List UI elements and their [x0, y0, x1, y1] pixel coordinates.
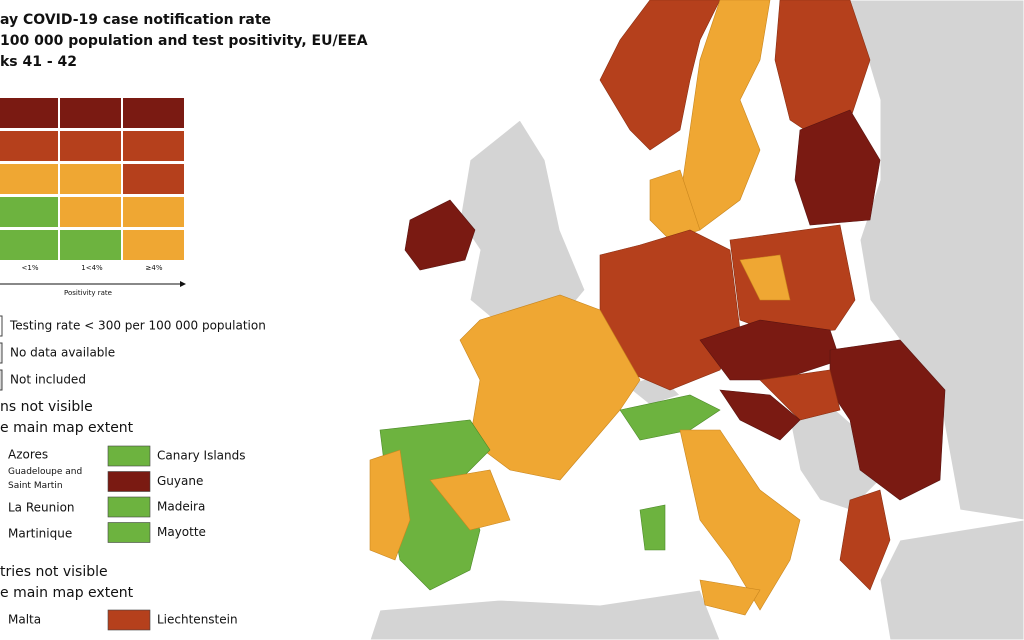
legend-axis-label: Positivity rate — [64, 289, 112, 297]
great-britain — [459, 119, 586, 326]
region-label: Madeira — [157, 500, 205, 514]
title-line: 100 000 population and test positivity, … — [0, 33, 368, 49]
map-regions — [369, 0, 946, 616]
title-line: ay COVID-19 case notification rate — [0, 12, 271, 28]
legend-cell — [0, 96, 60, 130]
portugal — [369, 449, 411, 561]
croatia-slovenia — [719, 389, 801, 441]
spain-orange — [429, 469, 511, 531]
legend-swatch — [107, 522, 151, 543]
africa — [369, 589, 721, 640]
region-label: Guadeloupe and Saint Martin — [8, 467, 82, 491]
legend-cell — [58, 228, 123, 262]
region-label: Liechtenstein — [157, 613, 238, 627]
ireland — [404, 199, 476, 271]
sicily — [699, 579, 761, 616]
legend-item: Testing rate < 300 per 100 000 populatio… — [9, 319, 266, 333]
legend-swatch — [107, 496, 151, 518]
region-list: Canary Islands Guyane Madeira Mayotte — [107, 445, 246, 543]
legend-arrow — [180, 281, 186, 287]
sardinia — [639, 504, 666, 551]
legend-swatch — [107, 445, 151, 467]
region-label: Martinique — [8, 527, 72, 541]
legend-cell — [0, 129, 60, 163]
baltics — [794, 109, 881, 226]
legend-item: Not included — [10, 373, 86, 387]
italy-south — [679, 429, 801, 611]
sweden — [679, 0, 771, 231]
italy-north — [619, 394, 721, 441]
legend-cell — [121, 162, 186, 196]
legend-cell — [0, 228, 60, 262]
legend-swatch — [0, 369, 3, 391]
section-heading: e main map extent — [0, 420, 134, 436]
legend-cell — [58, 96, 123, 130]
norway — [599, 0, 721, 151]
legend-column-label: <1% — [22, 264, 39, 272]
turkey — [879, 519, 1024, 640]
legend-cell — [121, 129, 186, 163]
title-line: ks 41 - 42 — [0, 54, 77, 70]
legend-cell — [58, 129, 123, 163]
poland — [729, 224, 856, 336]
legend-column-label: ≥4% — [146, 264, 163, 272]
legend-cell — [121, 195, 186, 229]
france — [459, 294, 641, 481]
legend-item: No data available — [10, 346, 115, 360]
finland — [774, 0, 871, 141]
legend-swatch — [107, 471, 151, 492]
legend-cell — [121, 96, 186, 130]
country-label: Malta — [8, 613, 41, 627]
legend-cell — [121, 228, 186, 262]
section-heading: ns not visible — [0, 399, 93, 415]
region-label: Azores — [8, 448, 48, 462]
country-list: Liechtenstein — [107, 609, 238, 631]
legend-cell — [58, 195, 123, 229]
legend-swatch — [107, 609, 151, 631]
greece — [839, 489, 891, 591]
region-label: Canary Islands — [157, 449, 246, 463]
hungary — [759, 369, 841, 421]
region-label: Mayotte — [157, 525, 206, 539]
legend-cell — [0, 195, 60, 229]
legend-swatch — [0, 315, 3, 337]
section-heading: e main map extent — [0, 585, 134, 601]
legend-cell — [58, 162, 123, 196]
region-label: Guyane — [157, 474, 203, 488]
region-label: La Reunion — [8, 501, 75, 515]
legend-swatch — [0, 342, 3, 364]
label-line: Saint Martin — [8, 481, 63, 491]
section-heading: tries not visible — [0, 564, 108, 580]
legend-cell — [0, 162, 60, 196]
label-line: Guadeloupe and — [8, 467, 82, 477]
legend-column-label: 1<4% — [81, 264, 103, 272]
poland-orange — [739, 254, 791, 301]
legend-grid: <1% 1<4% ≥4% Positivity rate — [0, 96, 186, 297]
